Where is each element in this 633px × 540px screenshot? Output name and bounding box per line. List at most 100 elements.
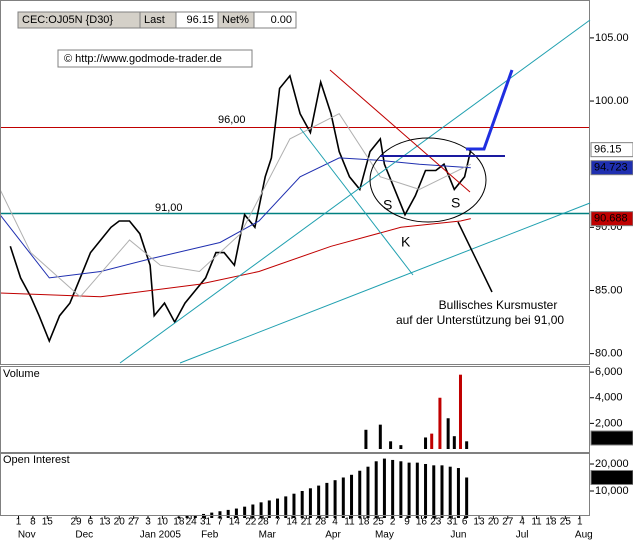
x-tick-label: 1	[577, 517, 583, 528]
last-value-label: 95	[594, 432, 606, 444]
y-tick-label: 100.00	[595, 95, 629, 107]
panel-title: Open Interest	[3, 454, 70, 466]
month-label: Aug	[575, 530, 593, 540]
y-tick-label: 10,000	[595, 485, 629, 497]
month-label: Jan 2005	[140, 530, 182, 540]
bar	[415, 462, 419, 518]
bar	[284, 496, 288, 518]
x-tick-label: 10	[157, 517, 169, 528]
last-value-box	[590, 142, 633, 158]
bar	[226, 509, 230, 518]
panel-frames	[0, 0, 590, 516]
bar	[440, 465, 444, 518]
bar	[300, 490, 304, 518]
header: CEC:OJ05N {D30} Last 96.15 Net% 0.00 © h…	[17, 11, 297, 68]
x-tick-label: 27	[128, 517, 140, 528]
bar	[438, 397, 442, 449]
bar	[452, 436, 456, 449]
last-value-box	[590, 211, 633, 227]
bar	[276, 498, 280, 518]
bar	[399, 445, 403, 449]
price-line	[9, 74, 472, 344]
month-label: Jun	[450, 530, 466, 540]
bar	[389, 441, 393, 449]
net-value: 0.00	[271, 14, 292, 26]
bar	[407, 462, 411, 518]
bar	[364, 429, 368, 449]
last-caption: Last	[144, 14, 165, 26]
x-tick-label: 14	[286, 517, 298, 528]
bar	[399, 461, 403, 518]
last-value-box	[590, 160, 633, 176]
bar	[259, 502, 263, 518]
bar	[251, 504, 255, 518]
bar	[234, 508, 238, 518]
x-tick-label: 8	[30, 517, 36, 528]
month-label: Dec	[75, 530, 93, 540]
month-label: Apr	[325, 530, 341, 540]
x-tick-label: 1	[16, 517, 22, 528]
bar	[185, 515, 189, 518]
x-tick-label: 11	[344, 517, 355, 528]
x-tick-label: 27	[502, 517, 514, 528]
bar	[341, 477, 345, 518]
copyright: © http://www.godmode-trader.de	[64, 53, 222, 65]
annotation: S	[383, 197, 392, 213]
x-tick-label: 2	[390, 517, 396, 528]
bar	[308, 488, 312, 518]
x-tick-label: 6	[88, 517, 94, 528]
x-tick-label: 28	[258, 517, 270, 528]
x-tick-label: 29	[71, 517, 83, 528]
bar	[366, 466, 370, 518]
bar	[325, 482, 329, 518]
x-tick-label: 18	[358, 517, 370, 528]
bar	[350, 474, 354, 518]
month-label: Feb	[201, 530, 219, 540]
x-tick-label: 31	[447, 517, 459, 528]
x-tick-label: 15	[42, 517, 54, 528]
bar	[382, 458, 386, 518]
y-tick-label: 85.00	[595, 284, 623, 296]
month-label: May	[375, 530, 394, 540]
x-tick-label: 23	[430, 517, 442, 528]
bar	[267, 500, 271, 518]
x-tick-label: 9	[404, 517, 410, 528]
panel-title: Volume	[3, 368, 40, 380]
y-tick-label: 20,000	[595, 458, 629, 470]
annotation: 96,00	[218, 114, 246, 126]
x-tick-label: 21	[301, 517, 313, 528]
month-label: Jul	[516, 530, 529, 540]
annotation: Bullisches Kursmuster	[439, 298, 558, 312]
last-value-label: 94.723	[594, 162, 628, 174]
x-tick-label: 20	[114, 517, 126, 528]
price-line	[0, 218, 471, 298]
x-tick-label: 14	[229, 517, 241, 528]
bar	[446, 418, 450, 449]
annotation: K	[401, 234, 411, 250]
bar	[424, 437, 428, 449]
x-tick-label: 18	[173, 517, 185, 528]
x-tick-label: 22	[245, 517, 257, 528]
bar	[317, 485, 321, 518]
month-label: Nov	[18, 530, 36, 540]
x-tick-label: 11	[531, 517, 542, 528]
bar	[218, 511, 222, 518]
annotations: 96,00 91,00 S S K Bullisches Kursmuster …	[3, 114, 564, 466]
y-tick-label: 105.00	[595, 32, 629, 44]
x-tick-label: 16	[416, 517, 428, 528]
bar	[456, 468, 460, 518]
y-tick-label: 6,000	[595, 366, 623, 378]
bar	[465, 441, 469, 449]
bar	[458, 374, 462, 449]
annotation: 91,00	[155, 202, 183, 214]
price-line	[0, 113, 472, 298]
x-tick-label: 7	[217, 517, 223, 528]
y-tick-label: 4,000	[595, 392, 623, 404]
last-value: 96.15	[186, 14, 214, 26]
annotation: S	[451, 195, 460, 211]
bar	[432, 465, 436, 518]
bar	[243, 506, 247, 518]
symbol: CEC:OJ05N {D30}	[22, 14, 113, 26]
